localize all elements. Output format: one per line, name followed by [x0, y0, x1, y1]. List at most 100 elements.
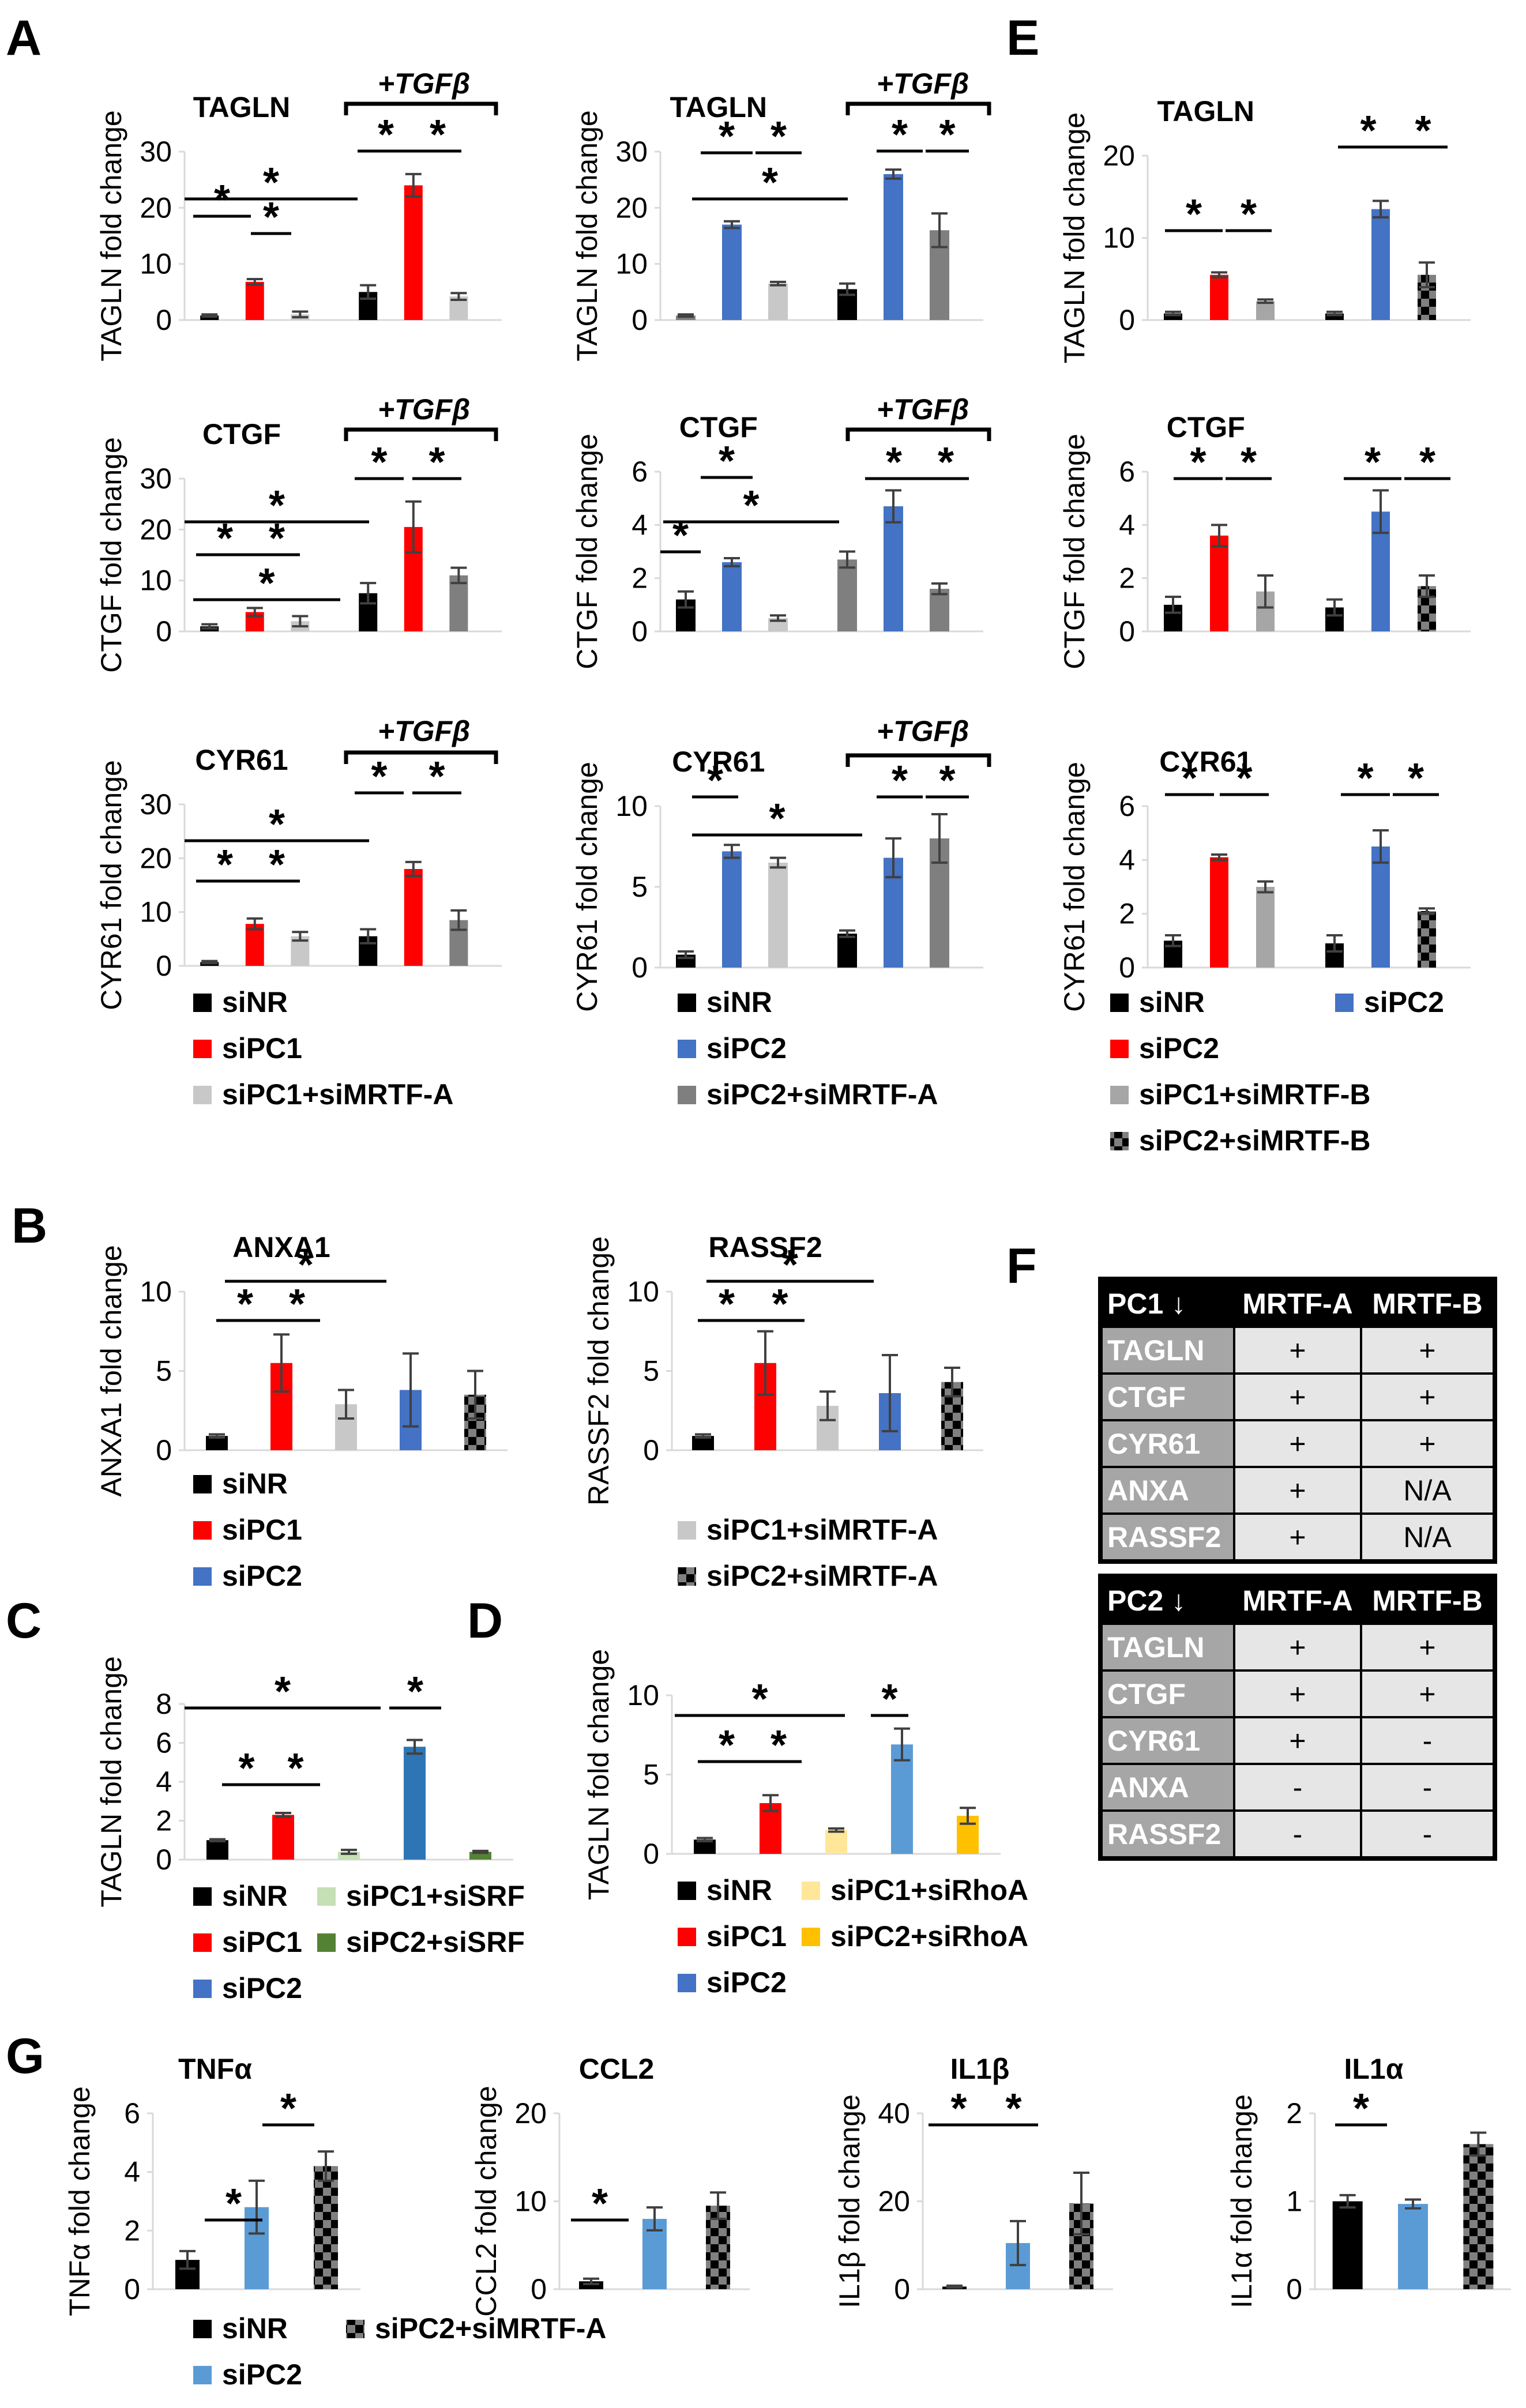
legend-label: siNR: [222, 1468, 288, 1500]
y-tick-label: 4: [632, 509, 648, 541]
table-cell-text: +: [1289, 1678, 1306, 1710]
significance-star: *: [1357, 755, 1373, 802]
legend-label: siPC1: [222, 1926, 302, 1958]
y-tick-label: 30: [140, 788, 172, 821]
legend-label: siNR: [706, 986, 772, 1018]
legend-label: siPC1: [706, 1920, 787, 1952]
y-tick-label: 0: [1119, 615, 1135, 648]
bar-5: [404, 869, 423, 966]
y-tick-label: 6: [1119, 456, 1135, 488]
table-cell-text: +: [1289, 1631, 1306, 1664]
legend-label: siPC2+siMRTF-B: [1139, 1124, 1370, 1157]
legend-swatch: [193, 994, 212, 1012]
legend-swatch: [678, 1040, 696, 1058]
significance-star: *: [237, 1281, 253, 1327]
table-header-cell: [1234, 1577, 1361, 1624]
bar-3: [314, 2166, 338, 2289]
y-tick-label: 20: [878, 2185, 910, 2218]
chart-title: IL1α: [1344, 2053, 1404, 2085]
bar-6: [930, 589, 949, 631]
bar-1: [1332, 2201, 1363, 2289]
legend-swatch: [317, 1887, 336, 1906]
significance-star: *: [707, 758, 723, 804]
significance-star: *: [782, 1242, 798, 1288]
table-cell: [1362, 1375, 1493, 1419]
table-cell-text: +: [1419, 1428, 1435, 1460]
table-header-text: MRTF-B: [1372, 1288, 1483, 1320]
table-cell-text: TAGLN: [1107, 1631, 1204, 1664]
bar-2: [722, 562, 742, 631]
y-tick-label: 8: [156, 1688, 172, 1720]
legend-label: siPC2: [222, 1972, 302, 2004]
significance-star: *: [938, 439, 954, 486]
chart-title: RASSF2: [708, 1231, 822, 1263]
significance-star: *: [258, 560, 275, 607]
y-axis-title: CTGF fold change: [95, 437, 127, 673]
y-axis-title: IL1β fold change: [833, 2094, 866, 2308]
significance-star: *: [263, 160, 279, 206]
table-cell-text: +: [1289, 1334, 1306, 1367]
legend-swatch: [193, 1933, 212, 1952]
y-tick-label: 20: [615, 191, 648, 224]
significance-star: *: [751, 1676, 768, 1722]
significance-star: *: [672, 513, 689, 559]
bar-3: [825, 1830, 847, 1854]
y-axis-title: TAGLN fold change: [95, 1656, 127, 1907]
y-tick-label: 20: [140, 191, 172, 224]
table-header-cell: [1234, 1280, 1361, 1327]
tgfb-label: +TGFβ: [378, 393, 470, 426]
table-cell-text: -: [1423, 1771, 1433, 1804]
table-cell-text: +: [1289, 1428, 1306, 1460]
significance-star: *: [378, 112, 394, 158]
table-pc1: PC1 ↓ MRTF-A MRTF-B TAGLN + + CTGF + + CYR61 + + ANX…: [1098, 1277, 1497, 1564]
panel-label-a: A: [6, 10, 42, 66]
table-cell: [1103, 1515, 1233, 1559]
legend-label: siPC2+siMRTF-A: [706, 1078, 938, 1111]
legend-swatch: [1110, 1086, 1129, 1104]
y-tick-label: 5: [632, 871, 648, 903]
y-tick-label: 2: [1119, 562, 1135, 595]
significance-star: *: [1415, 108, 1431, 154]
legend-swatch: [678, 1882, 696, 1900]
significance-star: *: [769, 796, 785, 842]
legend-swatch: [193, 1086, 212, 1104]
table-cell-text: -: [1293, 1771, 1303, 1804]
legend-label: siPC1: [222, 1514, 302, 1546]
legend-swatch: [193, 1980, 212, 1998]
table-cell: [1235, 1765, 1360, 1809]
legend-legc: siNR siPC1 siPC2 siPC1+siSRF siPC2+siSRF: [193, 1880, 525, 2004]
chart-title: TAGLN: [670, 91, 767, 123]
y-tick-label: 2: [156, 1805, 172, 1837]
table-cell-text: +: [1419, 1381, 1435, 1413]
table-cell: [1235, 1375, 1360, 1419]
table-cell-text: +: [1419, 1631, 1435, 1664]
bar-4: [837, 559, 857, 631]
significance-star: *: [719, 114, 735, 160]
legend-label: siPC1+siSRF: [346, 1880, 525, 1912]
table-cell-text: -: [1423, 1725, 1433, 1757]
legend-label: siPC2+siMRTF-A: [375, 2312, 606, 2345]
legend-swatch: [193, 1521, 212, 1540]
table-header-text: PC2 ↓: [1107, 1585, 1186, 1617]
legend-swatch: [1110, 994, 1129, 1012]
chart-title: TAGLN: [193, 91, 290, 123]
table-cell-text: -: [1423, 1818, 1433, 1850]
y-tick-label: 10: [514, 2185, 547, 2218]
legend-label: siPC1+siMRTF-A: [222, 1078, 453, 1111]
significance-star: *: [770, 1722, 787, 1769]
significance-star: *: [1365, 439, 1381, 486]
table-cell: [1235, 1812, 1360, 1856]
significance-star: *: [1005, 2086, 1021, 2132]
y-tick-label: 30: [615, 136, 648, 168]
significance-star: *: [298, 1242, 314, 1288]
legend-lege: siNR siPC2 siPC1+siMRTF-B siPC2+siMRTF-B siP…: [1110, 986, 1444, 1157]
chart-title: IL1β: [950, 2053, 1010, 2085]
legend-swatch: [678, 1521, 696, 1540]
significance-star: *: [269, 802, 285, 848]
tgfb-bracket: [344, 101, 498, 115]
